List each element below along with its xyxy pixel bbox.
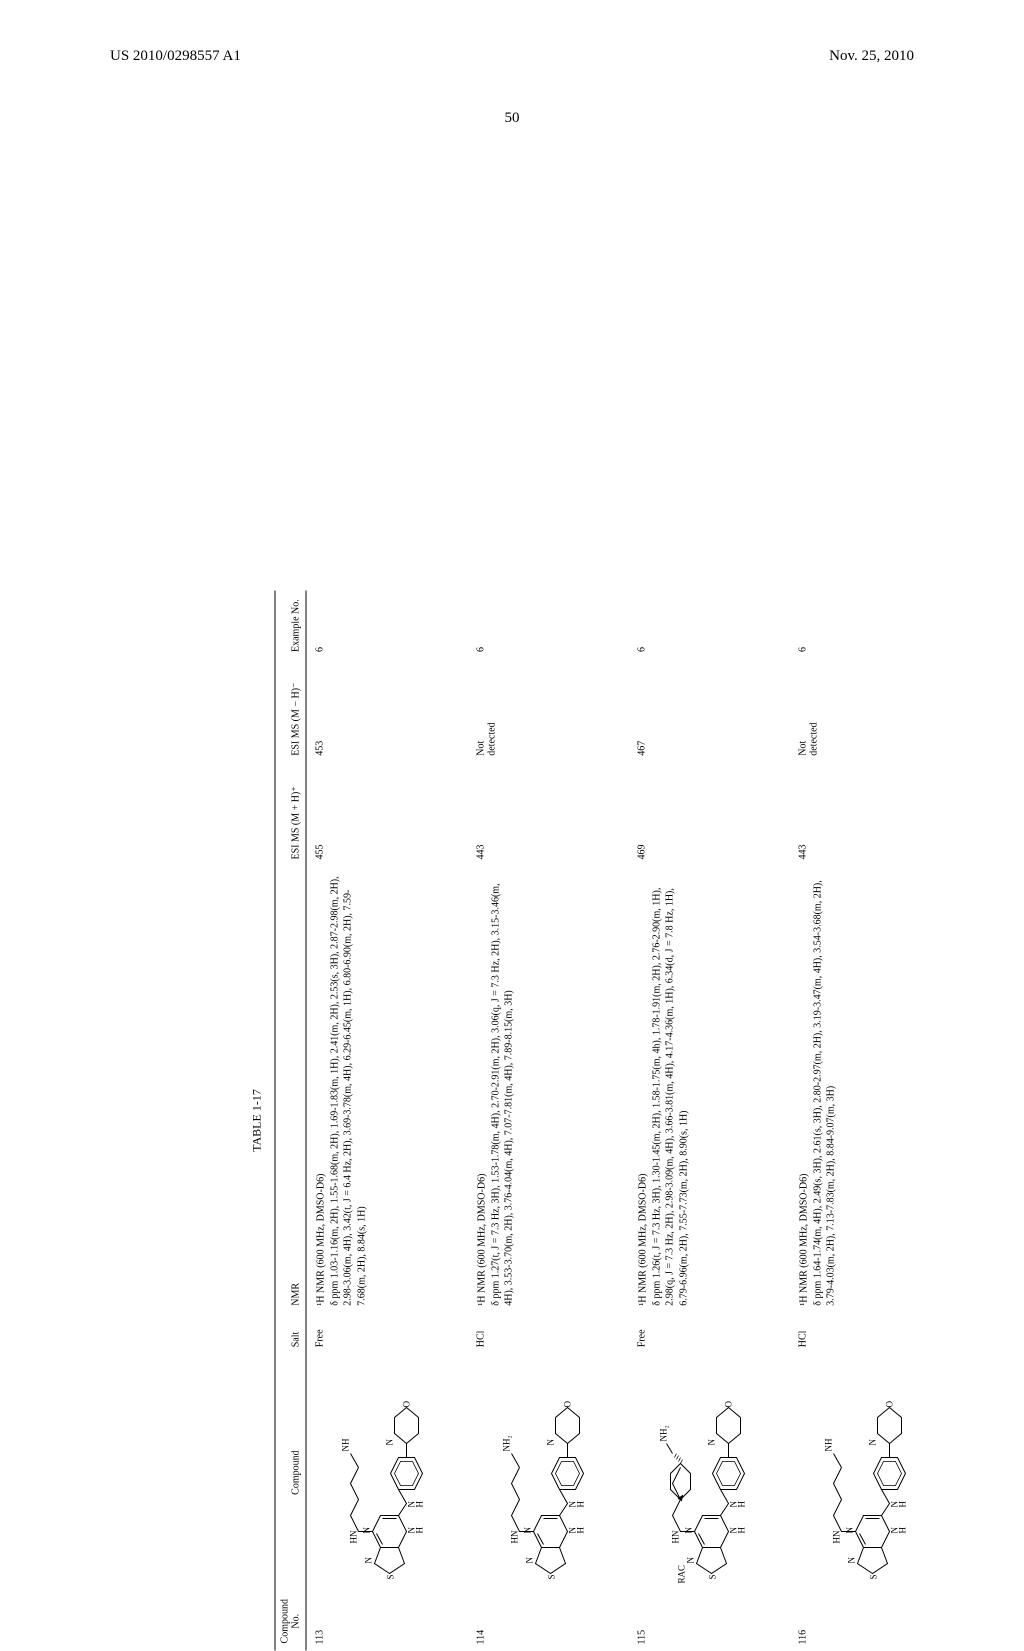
svg-text:N: N — [546, 1439, 556, 1446]
svg-text:H: H — [576, 1527, 586, 1534]
svg-text:N: N — [707, 1439, 717, 1446]
col-compound: Compound — [275, 1353, 306, 1592]
cell-compound-no: 113 — [306, 1592, 468, 1651]
col-example-no: Example No. — [275, 591, 306, 659]
cell-compound-no: 114 — [468, 1592, 629, 1651]
col-ms-pos: ESI MS (M + H)⁺ — [275, 762, 306, 866]
cell-salt: HCl — [790, 1312, 951, 1354]
table-container: TABLE 1-17 Compound No. Compound Salt NM… — [600, 591, 951, 1121]
cell-ms-pos: 455 — [306, 762, 468, 866]
svg-text:N: N — [686, 1557, 696, 1564]
table-title: TABLE 1-17 — [250, 591, 265, 1651]
cell-ms-pos: 469 — [629, 762, 790, 866]
cell-compound-no: 116 — [790, 1592, 951, 1651]
col-salt: Salt — [275, 1312, 306, 1354]
cell-nmr: ¹H NMR (600 MHz, DMSO-D6) δ ppm 1.26(t, … — [629, 866, 790, 1312]
cell-ms-neg: Not detected — [790, 658, 951, 762]
svg-text:N: N — [847, 1557, 857, 1564]
svg-text:N: N — [525, 1557, 535, 1564]
svg-text:NH₂: NH₂ — [502, 1436, 512, 1452]
cell-compound-structure: SNNNHNHNOHNNH — [306, 1353, 468, 1592]
svg-text:H: H — [898, 1501, 908, 1508]
cell-example-no: 6 — [629, 591, 790, 659]
svg-text:S: S — [869, 1575, 879, 1580]
svg-text:O: O — [402, 1401, 412, 1408]
cell-compound-structure: SNNNHNHNOHNNH₂RAC — [629, 1353, 790, 1592]
svg-text:HN: HN — [349, 1530, 359, 1543]
col-ms-neg: ESI MS (M − H)⁻ — [275, 658, 306, 762]
svg-text:O: O — [563, 1401, 573, 1408]
svg-text:H: H — [415, 1501, 425, 1508]
page-number: 50 — [505, 110, 520, 127]
svg-text:HN: HN — [832, 1530, 842, 1543]
cell-compound-structure: SNNNHNHNOHNNH₂ — [468, 1353, 629, 1592]
svg-text:NH: NH — [341, 1438, 351, 1451]
cell-salt: Free — [306, 1312, 468, 1354]
compound-table: Compound No. Compound Salt NMR ESI MS (M… — [275, 591, 951, 1651]
table-row: 114SNNNHNHNOHNNH₂HCl¹H NMR (600 MHz, DMS… — [468, 591, 629, 1651]
cell-nmr: ¹H NMR (600 MHz, DMSO-D6) δ ppm 1.27(t, … — [468, 866, 629, 1312]
svg-text:N: N — [868, 1439, 878, 1446]
svg-text:H: H — [737, 1527, 747, 1534]
svg-text:S: S — [547, 1575, 557, 1580]
cell-salt: Free — [629, 1312, 790, 1354]
cell-example-no: 6 — [468, 591, 629, 659]
svg-text:N: N — [523, 1527, 533, 1534]
svg-text:S: S — [708, 1575, 718, 1580]
cell-compound-structure: SNNNHNHNOHNNH — [790, 1353, 951, 1592]
svg-text:S: S — [386, 1575, 396, 1580]
col-compound-no: Compound No. — [275, 1592, 306, 1651]
cell-nmr: ¹H NMR (600 MHz, DMSO-D6) δ ppm 1.64-1.7… — [790, 866, 951, 1312]
svg-text:O: O — [724, 1401, 734, 1408]
svg-text:NH₂: NH₂ — [659, 1426, 669, 1442]
svg-text:N: N — [364, 1557, 374, 1564]
cell-ms-neg: Not detected — [468, 658, 629, 762]
cell-example-no: 6 — [306, 591, 468, 659]
svg-text:H: H — [737, 1501, 747, 1508]
svg-text:HN: HN — [671, 1530, 681, 1543]
cell-example-no: 6 — [790, 591, 951, 659]
publication-date: Nov. 25, 2010 — [829, 48, 914, 65]
svg-text:O: O — [885, 1401, 895, 1408]
svg-text:NH: NH — [824, 1438, 834, 1451]
table-row: 115SNNNHNHNOHNNH₂RACFree¹H NMR (600 MHz,… — [629, 591, 790, 1651]
col-nmr: NMR — [275, 866, 306, 1312]
cell-nmr: ¹H NMR (600 MHz, DMSO-D6) δ ppm 1.03-1.1… — [306, 866, 468, 1312]
svg-text:N: N — [362, 1527, 372, 1534]
table-row: 116SNNNHNHNOHNNHHCl¹H NMR (600 MHz, DMSO… — [790, 591, 951, 1651]
publication-number: US 2010/0298557 A1 — [110, 48, 241, 65]
svg-text:RAC: RAC — [677, 1565, 687, 1584]
svg-text:N: N — [385, 1439, 395, 1446]
svg-text:N: N — [684, 1527, 694, 1534]
cell-ms-neg: 467 — [629, 658, 790, 762]
cell-compound-no: 115 — [629, 1592, 790, 1651]
svg-text:H: H — [576, 1501, 586, 1508]
cell-ms-neg: 453 — [306, 658, 468, 762]
svg-text:N: N — [845, 1527, 855, 1534]
cell-ms-pos: 443 — [468, 762, 629, 866]
cell-salt: HCl — [468, 1312, 629, 1354]
svg-text:H: H — [898, 1527, 908, 1534]
cell-ms-pos: 443 — [790, 762, 951, 866]
table-row: 113SNNNHNHNOHNNHFree¹H NMR (600 MHz, DMS… — [306, 591, 468, 1651]
svg-text:HN: HN — [510, 1530, 520, 1543]
svg-text:H: H — [415, 1527, 425, 1534]
